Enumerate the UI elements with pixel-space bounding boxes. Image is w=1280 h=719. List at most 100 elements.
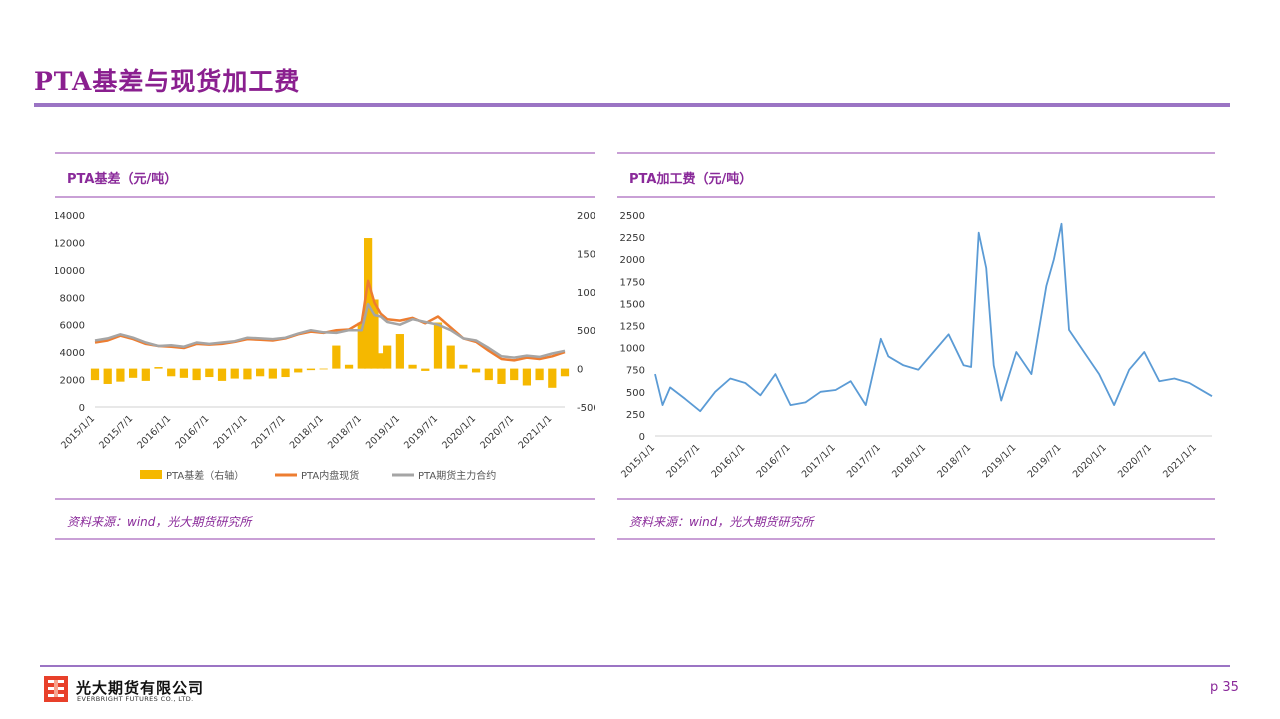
- basis-bar: [179, 368, 189, 378]
- basis-bar: [370, 299, 379, 369]
- panel-top-rule: [55, 152, 595, 154]
- spot-price-line: [94, 279, 566, 362]
- x-tick-label: 2015/1/1: [59, 413, 97, 451]
- x-tick-label: 2016/1/1: [709, 442, 747, 480]
- x-tick-label: 2020/7/1: [1116, 442, 1154, 480]
- basis-chart-title: PTA基差（元/吨）: [67, 172, 178, 187]
- futures-price-line: [94, 302, 566, 359]
- y-tick-label: 12000: [55, 238, 85, 249]
- panel-bottom-rule: [617, 538, 1215, 540]
- x-tick-label: 2019/7/1: [1026, 442, 1064, 480]
- panel-title-rule: [55, 196, 595, 198]
- x-tick-label: 2021/1/1: [1161, 442, 1199, 480]
- panel-bottom-rule: [55, 538, 595, 540]
- y2-tick-label: 500: [577, 326, 595, 337]
- x-tick-label: 2019/1/1: [980, 442, 1018, 480]
- x-tick-label: 2017/7/1: [250, 413, 288, 451]
- x-tick-label: 2018/1/1: [890, 442, 928, 480]
- x-tick-label: 2018/7/1: [326, 413, 364, 451]
- y-tick-label: 2000: [60, 376, 85, 387]
- panel-source-rule: [617, 498, 1215, 500]
- basis-bar: [205, 368, 214, 378]
- y-tick-label: 500: [626, 388, 645, 399]
- x-tick-label: 2015/7/1: [664, 442, 702, 480]
- y2-tick-label: 1000: [577, 288, 595, 299]
- basis-bar: [230, 368, 239, 379]
- basis-chart-source: 资料来源：wind，光大期货研究所: [67, 515, 252, 529]
- y-tick-label: 8000: [60, 293, 85, 304]
- y-tick-label: 1500: [620, 299, 645, 310]
- y-tick-label: 10000: [55, 266, 85, 277]
- basis-bar: [522, 368, 532, 386]
- basis-bar: [167, 368, 176, 377]
- basis-bar: [154, 367, 163, 369]
- basis-bar: [268, 368, 277, 379]
- basis-bar: [421, 368, 430, 371]
- basis-bar: [243, 368, 252, 380]
- y-tick-label: 750: [626, 366, 645, 377]
- fee-chart-source: 资料来源：wind，光大期货研究所: [629, 515, 814, 529]
- company-logo-icon: [44, 676, 68, 702]
- x-tick-label: 2020/7/1: [478, 413, 516, 451]
- basis-bar: [192, 368, 201, 381]
- y-tick-label: 1750: [620, 277, 645, 288]
- panel-top-rule: [617, 152, 1215, 154]
- basis-bar: [217, 368, 227, 381]
- title-divider: [34, 103, 1230, 107]
- y-tick-label: 2000: [620, 255, 645, 266]
- x-tick-label: 2017/7/1: [845, 442, 883, 480]
- basis-bar: [128, 368, 138, 378]
- x-tick-label: 2019/7/1: [402, 413, 440, 451]
- y-tick-label: 14000: [55, 211, 85, 222]
- basis-bar: [344, 364, 354, 369]
- basis-bar: [497, 368, 506, 384]
- basis-bar: [281, 368, 290, 378]
- basis-bar: [116, 368, 125, 382]
- y2-tick-label: 1500: [577, 249, 595, 260]
- x-tick-label: 2021/1/1: [516, 413, 554, 451]
- y-tick-label: 4000: [60, 348, 85, 359]
- basis-bar: [484, 368, 493, 381]
- basis-bar: [395, 334, 404, 369]
- basis-bar: [560, 368, 570, 377]
- x-tick-label: 2017/1/1: [800, 442, 838, 480]
- x-tick-label: 2015/7/1: [97, 413, 135, 451]
- basis-bar: [433, 322, 443, 369]
- fee-chart-title: PTA加工费（元/吨）: [629, 172, 753, 187]
- basis-bar: [383, 345, 392, 369]
- page-title: PTA基差与现货加工费: [34, 67, 301, 96]
- basis-bar: [90, 368, 100, 381]
- fee-chart: 0 250 500 750 1000 1250 1500 1750 2000 2250 2500 20…: [619, 211, 1213, 480]
- y-tick-label: 1000: [620, 344, 645, 355]
- processing-fee-line: [654, 222, 1213, 413]
- company-name-cn: 光大期货有限公司: [76, 679, 205, 697]
- y2-tick-label: 0: [577, 365, 583, 376]
- panel-title-rule: [617, 196, 1215, 198]
- basis-bar: [408, 364, 417, 369]
- basis-bar: [510, 368, 519, 381]
- basis-bar: [103, 368, 112, 384]
- x-tick-label: 2019/1/1: [364, 413, 402, 451]
- legend-swatch: [140, 470, 162, 479]
- basis-bar: [332, 345, 341, 369]
- footer-divider: [40, 665, 1230, 667]
- basis-bar: [306, 368, 316, 371]
- panel-source-rule: [55, 498, 595, 500]
- y-tick-label: 0: [79, 403, 85, 414]
- basis-bar: [535, 368, 544, 381]
- y2-tick-label: -500: [577, 403, 595, 414]
- basis-bar: [256, 368, 265, 377]
- legend-label: PTA期货主力合约: [418, 469, 496, 482]
- x-tick-label: 2015/1/1: [619, 442, 657, 480]
- y2-tick-label: 2000: [577, 211, 595, 222]
- basis-bar: [446, 345, 455, 369]
- page-number: p 35: [1210, 680, 1239, 695]
- basis-bar: [294, 368, 303, 373]
- basis-bar: [357, 322, 366, 369]
- basis-bar: [459, 364, 468, 369]
- x-tick-label: 2017/1/1: [212, 413, 250, 451]
- basis-bar: [376, 353, 385, 369]
- basis-bar: [548, 368, 557, 388]
- company-name-en: EVERBRIGHT FUTURES CO., LTD.: [77, 695, 194, 703]
- y-tick-label: 2500: [620, 211, 645, 222]
